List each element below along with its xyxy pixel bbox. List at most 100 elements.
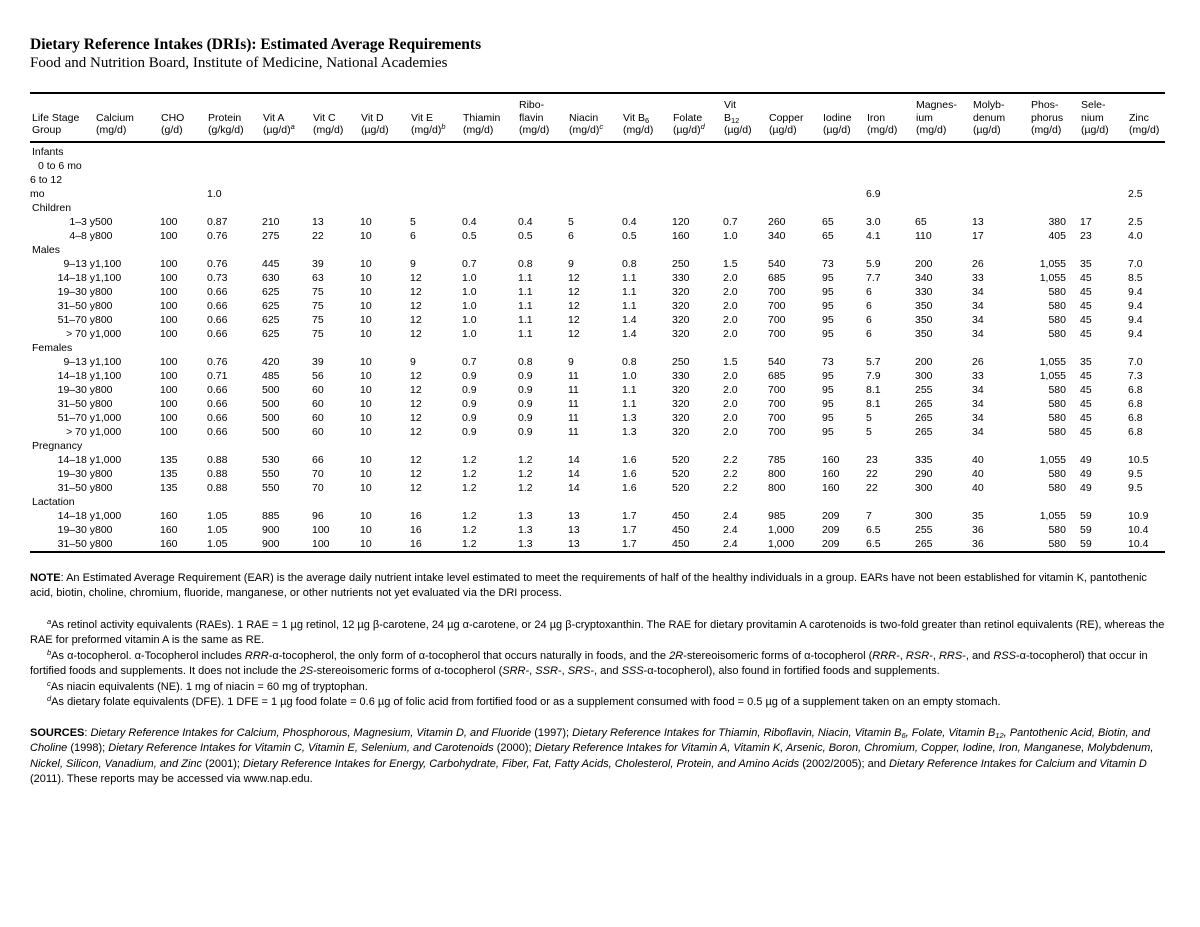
cell: 59 [1080, 523, 1092, 536]
cell: 1.1 [622, 271, 637, 284]
cell: 0.9 [462, 369, 477, 382]
table-row: 31–50 y 800 135 0.88 550 70 10 12 1.2 1.2 14 1.6 520… [30, 481, 1165, 495]
cell: 8.1 [866, 397, 881, 410]
cell: 39 [312, 355, 324, 368]
cell: 1,100 [95, 355, 122, 368]
cell: 65 [822, 229, 834, 242]
col-header-15: Iodine (µg/d) [822, 93, 866, 143]
cell: 100 [160, 355, 178, 368]
cell: 65 [822, 215, 834, 228]
table-row: 4–8 y 800 100 0.76 275 22 10 6 0.5 0.5 6 0.5 160 1.0 3… [30, 229, 1165, 243]
cell: 10 [360, 327, 372, 340]
cell: 255 [915, 523, 933, 536]
cell: 0.88 [207, 481, 228, 494]
col-header-6: Vit D (µg/d) [360, 93, 410, 143]
cell: 0.88 [207, 453, 228, 466]
row-label: 1–3 y [69, 215, 95, 228]
cell: 12 [410, 383, 422, 396]
cell [915, 159, 972, 173]
cell: 1.3 [518, 537, 533, 550]
cell: 22 [312, 229, 324, 242]
cell [768, 159, 822, 173]
cell: 1.2 [462, 481, 477, 494]
cell: 1.7 [622, 523, 637, 536]
cell: 9.4 [1128, 327, 1143, 340]
cell [672, 159, 723, 173]
cell: 8.1 [866, 383, 881, 396]
cell: 45 [1080, 271, 1092, 284]
cell: 12 [410, 411, 422, 424]
cell: 7.7 [866, 271, 881, 284]
cell: 45 [1080, 327, 1092, 340]
cell: 0.9 [518, 411, 533, 424]
cell: 6.9 [866, 187, 881, 200]
cell: 110 [915, 229, 932, 242]
cell: 60 [312, 425, 324, 438]
cell: 14 [568, 467, 580, 480]
cell: 200 [915, 257, 933, 270]
cell: 1.2 [462, 537, 477, 550]
cell: 1.6 [622, 467, 637, 480]
cell: 1.3 [518, 509, 533, 522]
table-row: 14–18 y 1,100 100 0.73 630 63 10 12 1.0 1.1 12 1.1 3… [30, 271, 1165, 285]
cell: 1,000 [95, 509, 122, 522]
cell: 2.5 [1128, 215, 1143, 228]
cell: 10 [360, 285, 372, 298]
cell: 70 [312, 481, 324, 494]
cell: 700 [768, 327, 786, 340]
cell: 100 [160, 397, 178, 410]
header-row: Life Stage Group Calcium (mg/d) CHO (g/d) Prot… [30, 93, 1165, 143]
cell: 540 [768, 355, 786, 368]
cell: 2.0 [723, 313, 738, 326]
cell: 450 [672, 509, 690, 522]
cell: 265 [915, 537, 933, 550]
cell: 265 [915, 425, 933, 438]
footnotes: aAs retinol activity equivalents (RAEs).… [30, 617, 1165, 711]
cell: 5 [866, 425, 872, 438]
col-header-8: Thiamin (mg/d) [462, 93, 518, 143]
cell: 9 [410, 257, 416, 270]
cell: 11 [568, 369, 579, 382]
cell: 5.9 [866, 257, 881, 270]
row-label: 51–70 y [57, 313, 95, 326]
cell: 36 [972, 537, 984, 550]
group-row: Infants [30, 142, 1165, 159]
cell: 1.0 [622, 369, 637, 382]
cell: 3.0 [866, 215, 881, 228]
cell: 350 [915, 299, 933, 312]
cell: 10 [360, 299, 372, 312]
cell: 0.4 [622, 215, 637, 228]
cell: 135 [160, 481, 178, 494]
cell: 520 [672, 453, 690, 466]
cell: 580 [1048, 327, 1066, 340]
cell [723, 159, 768, 173]
cell: 100 [160, 411, 178, 424]
cell: 0.8 [518, 257, 533, 270]
cell: 1.1 [622, 397, 637, 410]
cell: 540 [768, 257, 786, 270]
cell: 0.5 [462, 229, 477, 242]
cell: 685 [768, 271, 786, 284]
cell: 0.8 [622, 257, 637, 270]
cell: 7.0 [1128, 355, 1143, 368]
cell: 100 [312, 523, 330, 536]
cell: 12 [410, 425, 422, 438]
cell: 160 [160, 523, 178, 536]
sources-paragraph: SOURCES: Dietary Reference Intakes for C… [30, 726, 1165, 788]
cell: 0.87 [207, 215, 228, 228]
cell: 800 [95, 229, 113, 242]
cell: 2.0 [723, 271, 738, 284]
cell: 800 [95, 285, 113, 298]
cell: 95 [822, 411, 834, 424]
cell: 35 [972, 509, 984, 522]
cell: 1.1 [622, 285, 637, 298]
cell: 0.4 [518, 215, 533, 228]
cell: 45 [1080, 397, 1092, 410]
row-label: 31–50 y [57, 299, 95, 312]
cell: 0.66 [207, 397, 228, 410]
table-row: 1–3 y 500 100 0.87 210 13 10 5 0.4 0.4 5 0.4 120 0.7 2… [30, 215, 1165, 229]
cell: 580 [1048, 467, 1066, 480]
cell [1030, 173, 1080, 201]
cell: 1.2 [518, 467, 533, 480]
